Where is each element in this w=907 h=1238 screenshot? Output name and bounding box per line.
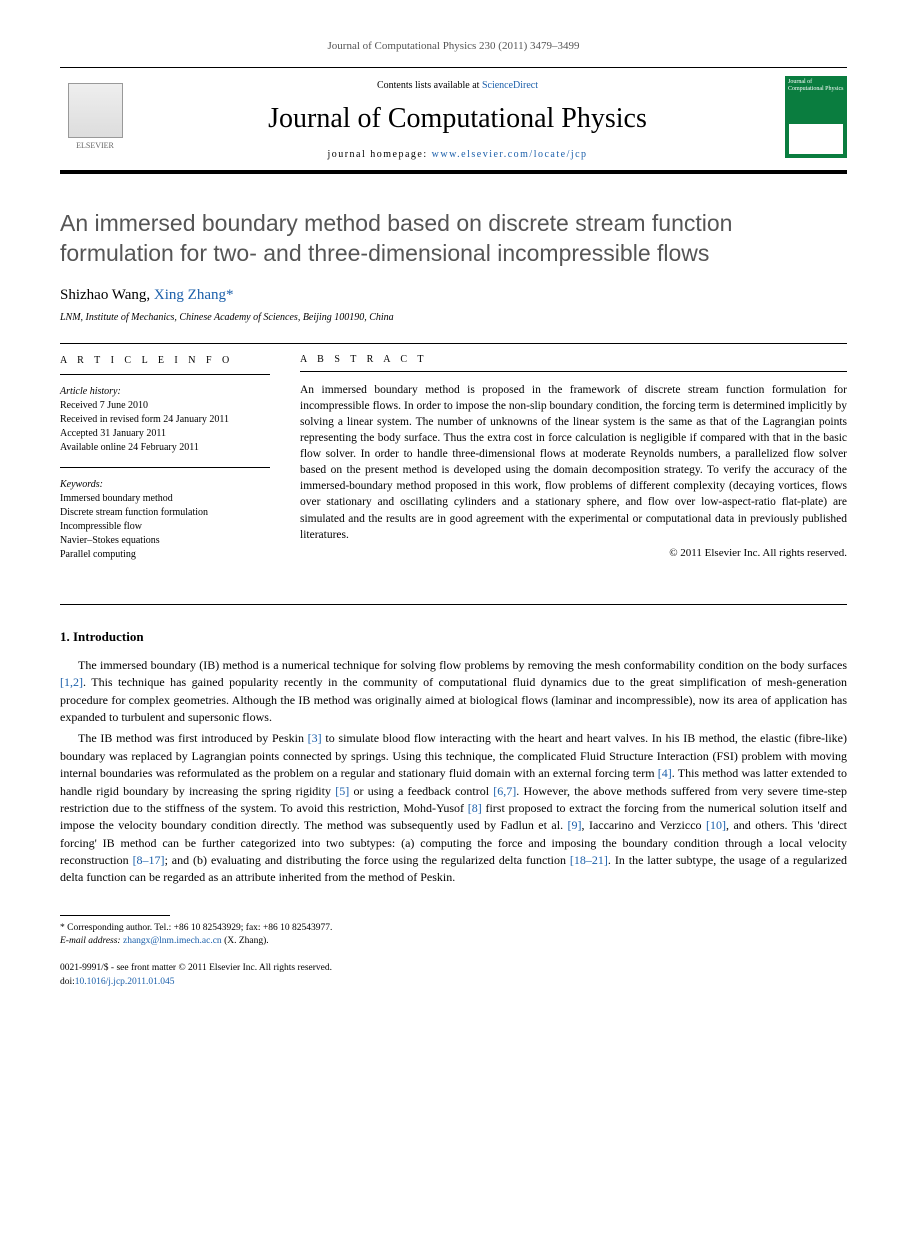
intro-paragraph-2: The IB method was first introduced by Pe… [60,730,847,887]
p2-d: or using a feedback control [349,784,493,798]
keyword-2: Discrete stream function formulation [60,506,270,520]
keyword-1: Immersed boundary method [60,492,270,506]
section-1-heading: 1. Introduction [60,629,847,645]
p1-text-a: The immersed boundary (IB) method is a n… [78,658,847,672]
divider-top [60,343,847,344]
page-container: Journal of Computational Physics 230 (20… [0,0,907,1029]
article-history-block: Article history: Received 7 June 2010 Re… [60,385,270,455]
corresponding-footnote: * Corresponding author. Tel.: +86 10 825… [60,922,847,949]
history-received: Received 7 June 2010 [60,399,270,413]
homepage-link[interactable]: www.elsevier.com/locate/jcp [432,149,588,160]
info-divider-1 [60,374,270,375]
ref-5[interactable]: [5] [335,784,349,798]
ref-8-17[interactable]: [8–17] [133,853,165,867]
history-revised: Received in revised form 24 January 2011 [60,413,270,427]
ref-6-7[interactable]: [6,7] [493,784,516,798]
journal-cover-thumbnail: Journal of Computational Physics [785,76,847,158]
journal-name: Journal of Computational Physics [142,103,773,135]
footer-metadata: 0021-9991/$ - see front matter © 2011 El… [60,962,847,989]
corresponding-marker: * [226,287,234,303]
email-label: E-mail address: [60,936,123,946]
history-online: Available online 24 February 2011 [60,441,270,455]
footnote-separator [60,915,170,916]
ref-10[interactable]: [10] [706,818,726,832]
divider-body [60,604,847,605]
journal-homepage-line: journal homepage: www.elsevier.com/locat… [142,149,773,160]
doi-line: doi:10.1016/j.jcp.2011.01.045 [60,976,847,989]
history-accepted: Accepted 31 January 2011 [60,427,270,441]
p2-i: ; and (b) evaluating and distributing th… [165,853,570,867]
doi-label: doi: [60,977,75,987]
keywords-block: Keywords: Immersed boundary method Discr… [60,478,270,562]
keywords-label: Keywords: [60,478,270,492]
history-label: Article history: [60,385,270,399]
keyword-3: Incompressible flow [60,520,270,534]
footnote-email-line: E-mail address: zhangx@lnm.imech.ac.cn (… [60,935,847,948]
masthead-center: Contents lists available at ScienceDirec… [142,76,773,170]
keyword-5: Parallel computing [60,548,270,562]
keyword-4: Navier–Stokes equations [60,534,270,548]
ref-9[interactable]: [9] [568,818,582,832]
abstract-column: A B S T R A C T An immersed boundary met… [300,354,847,574]
cover-title: Journal of Computational Physics [788,79,844,92]
article-title: An immersed boundary method based on dis… [60,209,847,269]
authors-line: Shizhao Wang, Xing Zhang* [60,287,847,304]
p1-text-b: . This technique has gained popularity r… [60,675,847,724]
doi-link[interactable]: 10.1016/j.jcp.2011.01.045 [75,977,175,987]
abstract-text: An immersed boundary method is proposed … [300,382,847,543]
intro-paragraph-1: The immersed boundary (IB) method is a n… [60,657,847,727]
running-header: Journal of Computational Physics 230 (20… [60,40,847,52]
abstract-heading: A B S T R A C T [300,354,847,365]
sciencedirect-link[interactable]: ScienceDirect [482,80,538,91]
author-sep: , [146,287,154,303]
email-link[interactable]: zhangx@lnm.imech.ac.cn [123,936,222,946]
info-divider-2 [60,467,270,468]
p2-g: , Iaccarino and Verzicco [582,818,706,832]
affiliation: LNM, Institute of Mechanics, Chinese Aca… [60,312,847,323]
p2-a: The IB method was first introduced by Pe… [78,731,308,745]
contents-prefix: Contents lists available at [377,80,482,91]
journal-masthead: ELSEVIER Contents lists available at Sci… [60,67,847,174]
abstract-divider [300,371,847,372]
author-2-link[interactable]: Xing Zhang [154,287,226,303]
footnote-corr-line: * Corresponding author. Tel.: +86 10 825… [60,922,847,935]
abstract-copyright: © 2011 Elsevier Inc. All rights reserved… [300,547,847,559]
ref-3[interactable]: [3] [308,731,322,745]
elsevier-label: ELSEVIER [76,141,114,150]
email-suffix: (X. Zhang). [222,936,269,946]
ref-18-21[interactable]: [18–21] [570,853,608,867]
homepage-prefix: journal homepage: [327,149,431,160]
ref-1-2[interactable]: [1,2] [60,675,83,689]
info-abstract-row: A R T I C L E I N F O Article history: R… [60,354,847,574]
elsevier-logo: ELSEVIER [60,76,130,156]
elsevier-tree-icon [68,83,123,138]
contents-available-line: Contents lists available at ScienceDirec… [142,80,773,91]
ref-4[interactable]: [4] [658,766,672,780]
article-info-column: A R T I C L E I N F O Article history: R… [60,354,270,574]
article-info-heading: A R T I C L E I N F O [60,354,270,368]
ref-8[interactable]: [8] [468,801,482,815]
author-1: Shizhao Wang [60,287,146,303]
front-matter-line: 0021-9991/$ - see front matter © 2011 El… [60,962,847,975]
